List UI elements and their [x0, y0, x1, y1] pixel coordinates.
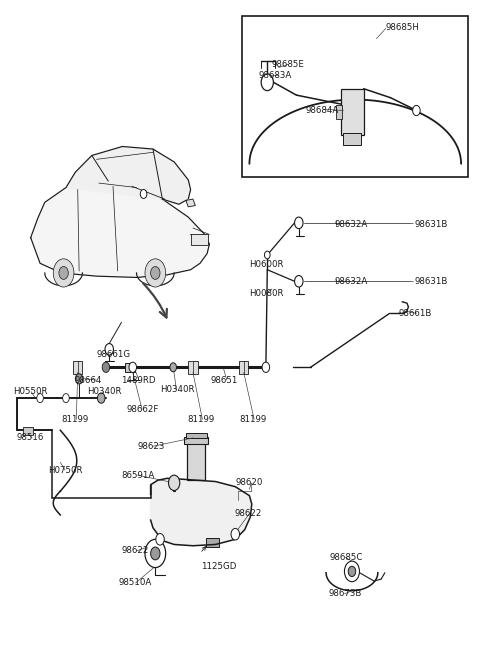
Polygon shape: [186, 199, 195, 207]
Bar: [184, 437, 208, 444]
Text: H0080R: H0080R: [250, 289, 284, 298]
Bar: [188, 361, 198, 374]
Text: 98661G: 98661G: [96, 350, 131, 359]
Text: 98685H: 98685H: [386, 22, 420, 31]
Circle shape: [262, 362, 270, 373]
Text: 86591A: 86591A: [121, 471, 155, 479]
Text: 98632A: 98632A: [334, 277, 367, 286]
Text: H0340R: H0340R: [160, 385, 194, 394]
Text: 98623: 98623: [137, 441, 165, 451]
Circle shape: [348, 567, 356, 576]
Text: 81199: 81199: [187, 415, 215, 424]
Bar: [23, 427, 33, 435]
Circle shape: [97, 393, 105, 403]
Bar: [239, 361, 249, 374]
Text: 81199: 81199: [239, 415, 266, 424]
Text: 98651: 98651: [211, 375, 238, 384]
Text: 1489RD: 1489RD: [121, 375, 156, 384]
Circle shape: [140, 189, 147, 198]
Circle shape: [63, 394, 69, 403]
Bar: [73, 361, 83, 374]
Circle shape: [145, 539, 166, 568]
Circle shape: [59, 267, 68, 279]
Circle shape: [264, 251, 270, 259]
Text: 98510A: 98510A: [119, 578, 152, 588]
Text: 1125GD: 1125GD: [202, 562, 237, 571]
Text: 98683A: 98683A: [259, 71, 292, 80]
Text: 98685E: 98685E: [272, 60, 305, 69]
Circle shape: [75, 374, 83, 384]
Bar: [336, 105, 342, 119]
Text: 98664: 98664: [74, 375, 102, 384]
Polygon shape: [31, 181, 209, 278]
Circle shape: [156, 534, 164, 545]
Circle shape: [151, 547, 160, 560]
Circle shape: [168, 475, 180, 491]
Circle shape: [53, 259, 74, 287]
Text: H0340R: H0340R: [87, 387, 121, 396]
Text: 98631B: 98631B: [414, 220, 447, 229]
Text: 98631B: 98631B: [414, 277, 447, 286]
Text: 98620: 98620: [235, 478, 263, 487]
Circle shape: [231, 529, 240, 540]
Bar: [187, 443, 205, 480]
Circle shape: [295, 217, 303, 229]
Text: 98673B: 98673B: [328, 590, 362, 599]
Text: 98622: 98622: [121, 546, 149, 555]
Bar: [125, 364, 135, 373]
Text: 81199: 81199: [61, 415, 88, 424]
Circle shape: [261, 74, 274, 90]
Bar: [191, 234, 208, 246]
Text: 98516: 98516: [16, 434, 44, 442]
Circle shape: [170, 363, 177, 372]
Text: 98661B: 98661B: [399, 309, 432, 318]
Bar: [242, 16, 468, 177]
Bar: [341, 88, 364, 135]
Bar: [206, 538, 219, 547]
Text: 98662F: 98662F: [126, 405, 158, 414]
Circle shape: [105, 343, 113, 355]
Circle shape: [145, 259, 166, 287]
Circle shape: [345, 561, 360, 582]
Bar: [344, 133, 361, 145]
Text: 98632A: 98632A: [334, 220, 367, 229]
Circle shape: [37, 394, 43, 403]
Bar: [186, 433, 206, 438]
Polygon shape: [151, 478, 252, 546]
Text: 98685C: 98685C: [329, 553, 363, 562]
Circle shape: [413, 105, 420, 116]
Circle shape: [102, 362, 110, 373]
Text: 98684A: 98684A: [306, 106, 339, 115]
Polygon shape: [66, 147, 191, 204]
Text: 98622: 98622: [234, 509, 262, 518]
Text: H0600R: H0600R: [250, 260, 284, 269]
Circle shape: [151, 267, 160, 279]
Text: H0750R: H0750R: [48, 466, 83, 474]
Text: H0550R: H0550R: [13, 387, 48, 396]
Circle shape: [295, 276, 303, 287]
Circle shape: [129, 362, 136, 373]
